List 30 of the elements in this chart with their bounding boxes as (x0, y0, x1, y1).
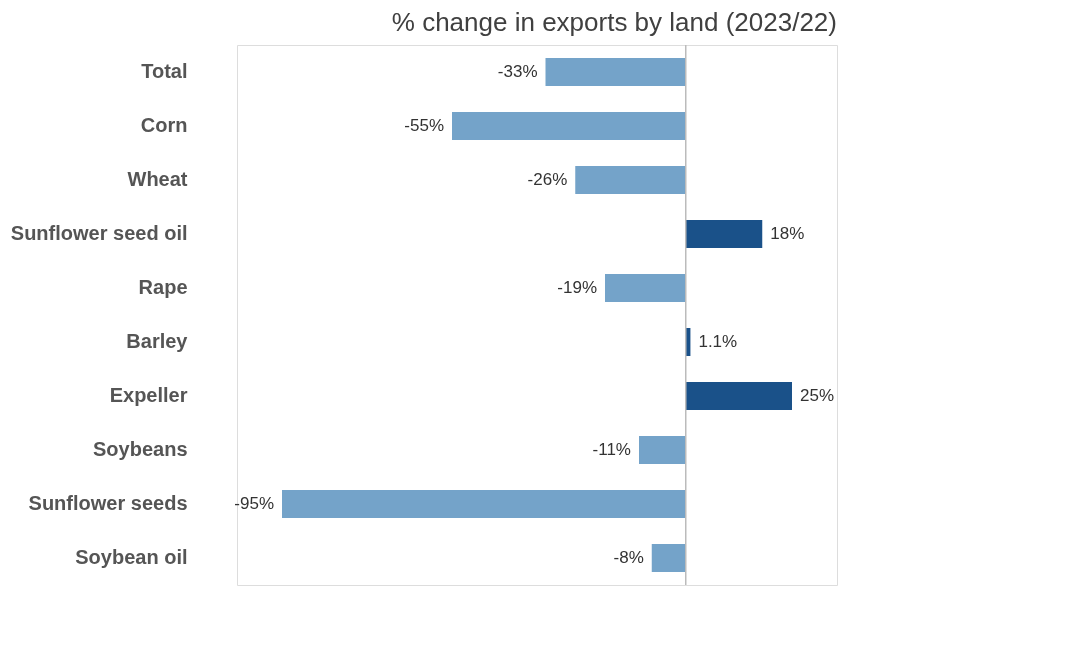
bar (605, 274, 686, 302)
chart-title: % change in exports by land (2023/22) (391, 7, 837, 38)
data-label: -8% (613, 548, 644, 567)
bar (685, 220, 763, 248)
data-label: -11% (592, 440, 631, 459)
y-tick-label: Soybeans (93, 438, 188, 460)
bar (639, 436, 686, 464)
bar (452, 112, 686, 140)
y-tick-label: Sunflower seed oil (10, 222, 188, 244)
bar (651, 544, 686, 572)
data-label: 1.1% (698, 332, 738, 351)
y-tick-label: Soybean oil (75, 546, 188, 568)
data-label: 18% (770, 224, 805, 243)
bar (545, 58, 686, 86)
data-label: 25% (800, 386, 835, 405)
data-label: -55% (404, 116, 444, 135)
y-tick-label: Sunflower seeds (28, 492, 188, 514)
y-tick-label: Corn (140, 114, 188, 136)
bar (282, 490, 686, 518)
y-tick-label: Wheat (127, 168, 188, 190)
bar (685, 382, 792, 410)
y-tick-label: Total (141, 60, 188, 82)
y-tick-label: Barley (126, 330, 189, 352)
y-tick-label: Rape (138, 276, 188, 298)
y-tick-label: Expeller (109, 384, 188, 406)
data-label: -26% (527, 170, 568, 189)
bar (575, 166, 686, 194)
data-label: -33% (497, 62, 538, 81)
data-label: -95% (234, 494, 274, 513)
data-label: -19% (557, 278, 597, 297)
